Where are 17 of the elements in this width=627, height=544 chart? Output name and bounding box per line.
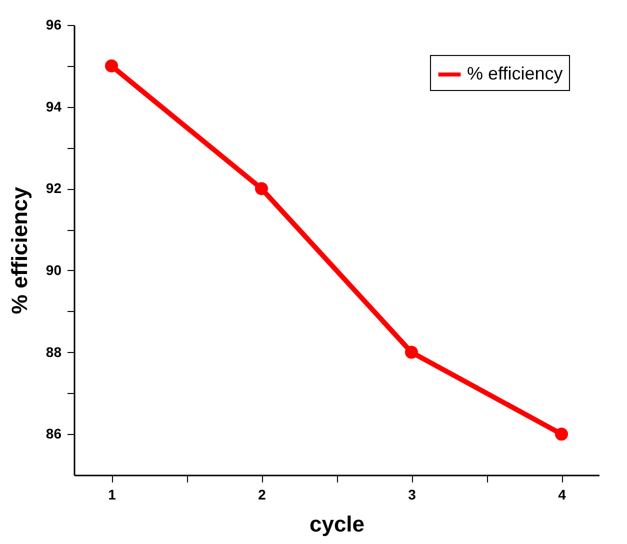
y-tick-label: 86 (46, 426, 62, 442)
y-tick-label: 96 (46, 16, 62, 32)
point (104, 59, 118, 72)
point (554, 428, 568, 441)
point (404, 346, 418, 359)
y-tick-label: 90 (46, 262, 62, 278)
y-axis-title: % efficiency (6, 186, 32, 314)
x-axis-title: cycle (309, 512, 365, 536)
legend-label: % efficiency (467, 64, 563, 84)
x-tick-label: 3 (408, 486, 416, 502)
x-tick-label: 2 (258, 486, 266, 502)
y-tick-label: 92 (46, 180, 62, 196)
y-tick-label: 94 (46, 98, 62, 114)
x-tick-label: 4 (558, 486, 566, 502)
y-tick-label: 88 (46, 344, 62, 360)
point (254, 182, 268, 196)
x-tick-label: 1 (108, 486, 116, 502)
